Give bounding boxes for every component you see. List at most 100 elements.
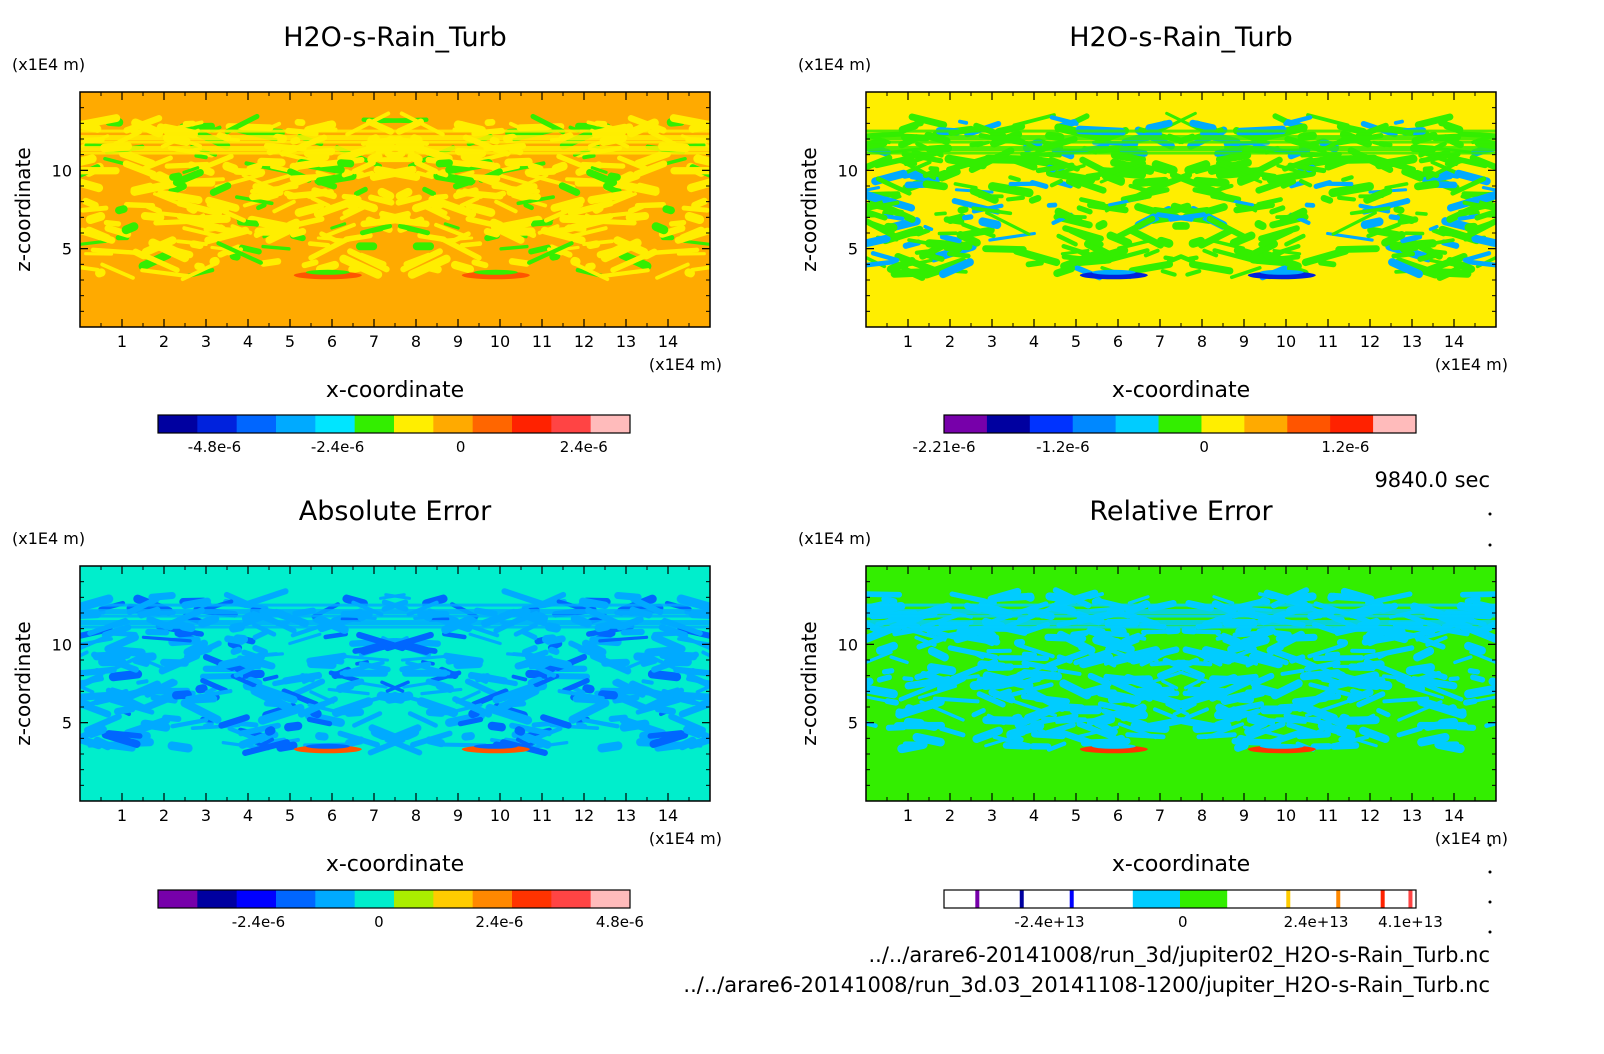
field-streak	[294, 118, 306, 126]
field-streak	[217, 652, 266, 670]
field-streak	[1073, 646, 1117, 666]
field-streak	[1318, 259, 1337, 268]
field-streak	[284, 721, 303, 732]
field-streak	[255, 683, 298, 704]
field-streak	[949, 591, 987, 604]
field-streak	[1021, 660, 1058, 672]
field-streak	[971, 206, 1013, 216]
field-streak	[958, 119, 969, 125]
field-streak	[104, 224, 132, 238]
field-streak	[946, 213, 967, 224]
field-streak	[267, 121, 282, 131]
field-streak	[80, 265, 100, 272]
field-streak	[180, 698, 222, 724]
colorbar-swatch	[315, 415, 356, 433]
field-streak	[582, 239, 614, 247]
field-streak	[1395, 213, 1416, 224]
x-tick-label: 12	[1360, 332, 1380, 351]
field-streak	[1012, 247, 1061, 267]
field-streak	[257, 703, 305, 725]
field-streak	[339, 203, 371, 221]
field-streak	[80, 698, 91, 709]
x-tick-label: 1	[117, 806, 127, 825]
field-streak	[651, 222, 669, 235]
field-streak	[384, 736, 423, 756]
field-streak	[1396, 726, 1423, 738]
x-tick-label: 11	[1318, 332, 1338, 351]
colorbar-swatch	[944, 415, 988, 433]
field-streak	[233, 661, 264, 678]
field-streak	[900, 231, 923, 238]
field-streak	[1171, 691, 1215, 710]
field-streak	[141, 236, 177, 257]
field-streak	[564, 215, 611, 233]
field-streak	[1013, 638, 1026, 647]
field-streak	[1068, 227, 1104, 248]
field-streak	[647, 730, 685, 739]
field-streak	[1255, 176, 1294, 194]
x-tick-label: 4	[1029, 806, 1039, 825]
field-streak	[1307, 643, 1347, 659]
colorbar-tick-label: 2.4e-6	[560, 438, 608, 456]
field-streak	[874, 154, 915, 169]
field-streak	[179, 215, 226, 233]
field-band	[80, 603, 710, 607]
field-streak	[1381, 231, 1406, 247]
field-streak	[385, 680, 410, 693]
field-band	[866, 151, 1496, 155]
field-streak	[310, 196, 331, 208]
plot-background	[866, 566, 1496, 801]
field-streak	[882, 213, 905, 221]
field-streak	[205, 196, 240, 212]
field-streak	[1382, 674, 1401, 680]
field-streak	[1310, 743, 1333, 750]
field-streak	[961, 222, 996, 239]
field-streak	[230, 673, 263, 691]
field-streak	[95, 268, 106, 278]
field-streak	[1127, 595, 1150, 605]
field-streak	[139, 652, 157, 662]
colorbar-swatch	[315, 890, 356, 908]
x-tick-label: 9	[453, 332, 463, 351]
field-streak	[1394, 257, 1440, 279]
field-streak	[1024, 592, 1035, 602]
field-streak	[1192, 721, 1232, 734]
field-streak	[373, 165, 421, 181]
field-streak	[641, 679, 654, 685]
field-streak	[1015, 643, 1055, 659]
x-tick-label: 5	[285, 332, 295, 351]
field-streak	[1321, 678, 1369, 690]
colorbar-tick-label: -2.4e-6	[311, 438, 364, 456]
y-tick-label: 5	[62, 240, 72, 259]
field-streak	[1375, 591, 1413, 604]
field-streak	[870, 251, 900, 263]
field-streak	[557, 689, 605, 701]
field-streak	[1259, 596, 1271, 606]
field-streak	[568, 698, 610, 724]
field-streak	[355, 242, 378, 251]
field-streak	[264, 726, 276, 736]
field-streak	[1466, 212, 1496, 239]
field-streak	[1079, 197, 1106, 207]
decor-dot	[1488, 870, 1492, 874]
field-streak	[223, 591, 249, 607]
field-streak	[189, 177, 225, 183]
hotspot-core	[1091, 743, 1136, 749]
field-streak	[947, 645, 999, 660]
field-streak	[1008, 181, 1039, 187]
x-tick-label: 5	[285, 806, 295, 825]
field-streak	[1012, 113, 1056, 128]
hotspot-core	[1091, 269, 1136, 275]
field-streak	[492, 683, 535, 704]
colorbar-tick-label: 0	[1178, 913, 1188, 931]
hotspot-core	[305, 743, 350, 749]
field-streak	[956, 231, 981, 247]
field-streak	[1185, 269, 1202, 277]
field-streak	[691, 197, 708, 209]
field-streak	[145, 628, 170, 636]
field-streak	[683, 725, 703, 738]
field-streak	[512, 223, 537, 238]
field-streak	[1025, 259, 1044, 268]
field-streak	[457, 716, 484, 727]
field-streak	[1301, 154, 1343, 168]
